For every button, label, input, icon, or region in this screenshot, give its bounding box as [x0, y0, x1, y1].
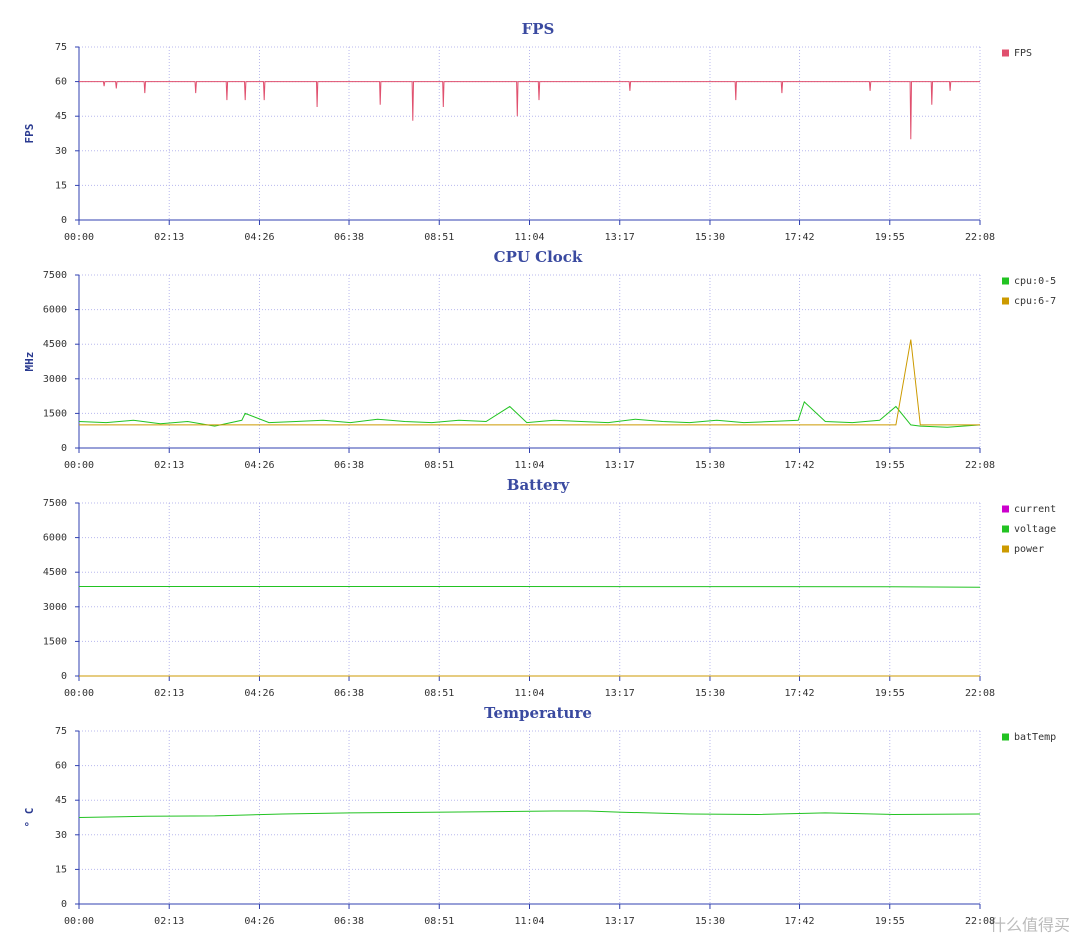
legend-swatch: [1002, 545, 1009, 553]
x-tick-label: 15:30: [695, 460, 725, 471]
x-tick-label: 00:00: [64, 232, 94, 243]
y-tick-label: 60: [55, 761, 67, 772]
x-tick-label: 06:38: [334, 232, 364, 243]
y-tick-label: 30: [55, 830, 67, 841]
watermark: 什么值得买: [990, 916, 1070, 935]
chart-title: FPS: [522, 20, 555, 38]
x-tick-label: 19:55: [875, 460, 905, 471]
x-tick-label: 08:51: [424, 916, 454, 927]
y-axis-label: FPS: [23, 124, 36, 144]
x-tick-label: 02:13: [154, 232, 184, 243]
series-line: [78, 810, 981, 818]
y-tick-label: 1500: [43, 408, 67, 419]
series-line: [79, 81, 980, 140]
x-tick-label: 06:38: [334, 916, 364, 927]
y-tick-label: 60: [55, 77, 67, 88]
x-tick-label: 13:17: [605, 460, 635, 471]
x-tick-label: 11:04: [514, 688, 544, 699]
y-tick-label: 0: [61, 215, 67, 226]
legend-label: voltage: [1014, 524, 1056, 535]
x-tick-label: 13:17: [605, 232, 635, 243]
x-tick-label: 17:42: [784, 916, 814, 927]
y-tick-label: 45: [55, 795, 67, 806]
x-tick-label: 11:04: [514, 232, 544, 243]
x-tick-label: 15:30: [695, 232, 725, 243]
x-tick-label: 19:55: [875, 688, 905, 699]
y-tick-label: 15: [55, 180, 67, 191]
x-tick-label: 00:00: [64, 688, 94, 699]
y-tick-label: 7500: [43, 498, 67, 509]
legend-swatch: [1002, 277, 1009, 285]
x-tick-label: 04:26: [244, 232, 274, 243]
x-tick-label: 00:00: [64, 460, 94, 471]
y-tick-label: 7500: [43, 270, 67, 281]
y-tick-label: 0: [61, 899, 67, 910]
y-tick-label: 0: [61, 671, 67, 682]
x-tick-label: 06:38: [334, 688, 364, 699]
legend-swatch: [1002, 525, 1009, 533]
x-tick-label: 15:30: [695, 916, 725, 927]
x-tick-label: 15:30: [695, 688, 725, 699]
x-tick-label: 13:17: [605, 688, 635, 699]
y-tick-label: 45: [55, 111, 67, 122]
y-tick-label: 4500: [43, 567, 67, 578]
x-tick-label: 11:04: [514, 460, 544, 471]
x-tick-label: 02:13: [154, 688, 184, 699]
chart-title: Temperature: [484, 704, 592, 722]
x-tick-label: 02:13: [154, 460, 184, 471]
legend-label: batTemp: [1014, 732, 1056, 743]
x-tick-label: 22:08: [965, 688, 995, 699]
x-tick-label: 02:13: [154, 916, 184, 927]
legend-label: power: [1014, 544, 1044, 555]
y-tick-label: 15: [55, 864, 67, 875]
x-tick-label: 04:26: [244, 916, 274, 927]
legend-label: cpu:6-7: [1014, 296, 1056, 307]
x-tick-label: 08:51: [424, 232, 454, 243]
x-tick-label: 17:42: [784, 688, 814, 699]
y-axis-label: MHz: [23, 352, 36, 372]
series-line: [79, 586, 981, 588]
legend-swatch: [1002, 733, 1009, 741]
y-tick-label: 1500: [43, 636, 67, 647]
x-tick-label: 19:55: [875, 232, 905, 243]
legend-label: current: [1014, 504, 1056, 515]
y-tick-label: 6000: [43, 533, 67, 544]
x-tick-label: 08:51: [424, 460, 454, 471]
legend-label: cpu:0-5: [1014, 276, 1056, 287]
x-tick-label: 00:00: [64, 916, 94, 927]
y-tick-label: 4500: [43, 339, 67, 350]
x-tick-label: 04:26: [244, 460, 274, 471]
y-tick-label: 3000: [43, 374, 67, 385]
x-tick-label: 17:42: [784, 460, 814, 471]
legend-label: FPS: [1014, 48, 1032, 59]
x-tick-label: 19:55: [875, 916, 905, 927]
x-tick-label: 17:42: [784, 232, 814, 243]
y-axis-label: ° C: [23, 808, 36, 828]
chart-title: Battery: [507, 476, 571, 494]
x-tick-label: 04:26: [244, 688, 274, 699]
x-tick-label: 22:08: [965, 460, 995, 471]
chart-title: CPU Clock: [494, 248, 583, 266]
y-tick-label: 75: [55, 726, 67, 737]
series-line: [78, 401, 981, 428]
x-tick-label: 11:04: [514, 916, 544, 927]
legend-swatch: [1002, 49, 1009, 57]
y-tick-label: 30: [55, 146, 67, 157]
x-tick-label: 22:08: [965, 232, 995, 243]
y-tick-label: 3000: [43, 602, 67, 613]
y-tick-label: 6000: [43, 305, 67, 316]
y-tick-label: 0: [61, 443, 67, 454]
legend-swatch: [1002, 297, 1009, 305]
x-tick-label: 06:38: [334, 460, 364, 471]
y-tick-label: 75: [55, 42, 67, 53]
legend-swatch: [1002, 505, 1009, 513]
series-line: [79, 339, 980, 426]
x-tick-label: 13:17: [605, 916, 635, 927]
x-tick-label: 08:51: [424, 688, 454, 699]
x-tick-label: 22:08: [965, 916, 995, 927]
